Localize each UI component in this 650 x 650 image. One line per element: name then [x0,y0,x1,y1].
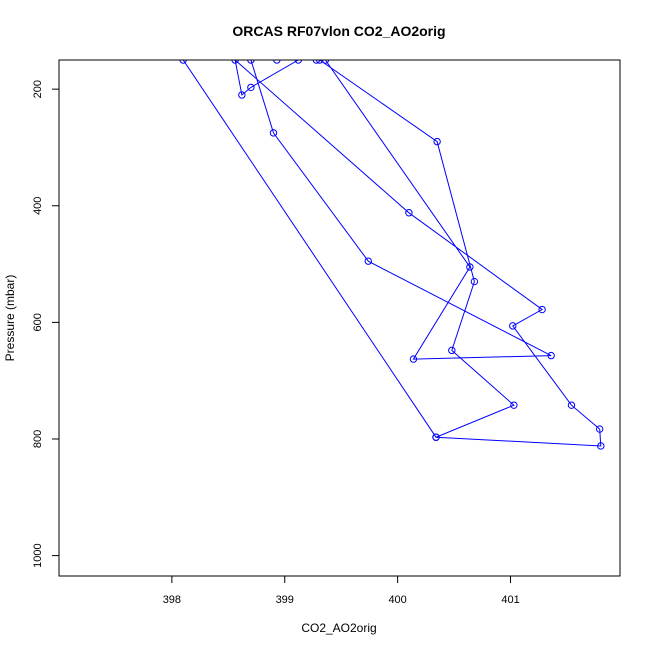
data-point [316,60,324,64]
data-point [597,442,605,450]
data-point [448,346,456,355]
data-point [409,355,418,363]
x-tick-label: 400 [388,594,406,606]
y-axis: 200 400 600 800 1000 [32,80,59,568]
data-point [405,209,413,217]
chart-title: ORCAS RF07vlon CO2_AO2orig [232,23,445,39]
y-tick-label: 800 [32,430,44,448]
data-point [547,351,555,360]
data-point [179,60,187,64]
data-point [433,137,441,146]
data-point [273,60,281,64]
y-tick-label: 400 [32,197,44,215]
data-point [238,91,246,99]
x-tick-label: 399 [276,594,294,606]
data-point [567,401,576,409]
x-axis-label: CO2_AO2orig [301,621,376,635]
data-point [595,425,604,433]
data-point [269,129,278,137]
data-point [538,305,546,314]
y-tick-label: 1000 [32,543,44,567]
data-point [432,433,440,441]
x-tick-label: 398 [163,594,181,606]
data-point [312,60,321,64]
y-tick-label: 600 [32,313,44,331]
data-point [364,257,372,265]
data-point [321,60,330,64]
data-point [509,322,517,330]
data-point [231,60,239,64]
data-point [294,60,302,64]
y-axis-label: Pressure (mbar) [3,275,17,362]
x-axis: 398 399 400 401 [163,576,520,606]
series-line [182,60,602,447]
data-point [470,277,479,286]
series-layer [179,60,605,450]
data-point [247,60,255,64]
x-tick-label: 401 [501,594,519,606]
plot-frame [58,59,621,577]
data-point [466,263,474,271]
y-tick-label: 200 [32,80,44,98]
data-point [510,401,518,409]
data-point [247,83,255,92]
